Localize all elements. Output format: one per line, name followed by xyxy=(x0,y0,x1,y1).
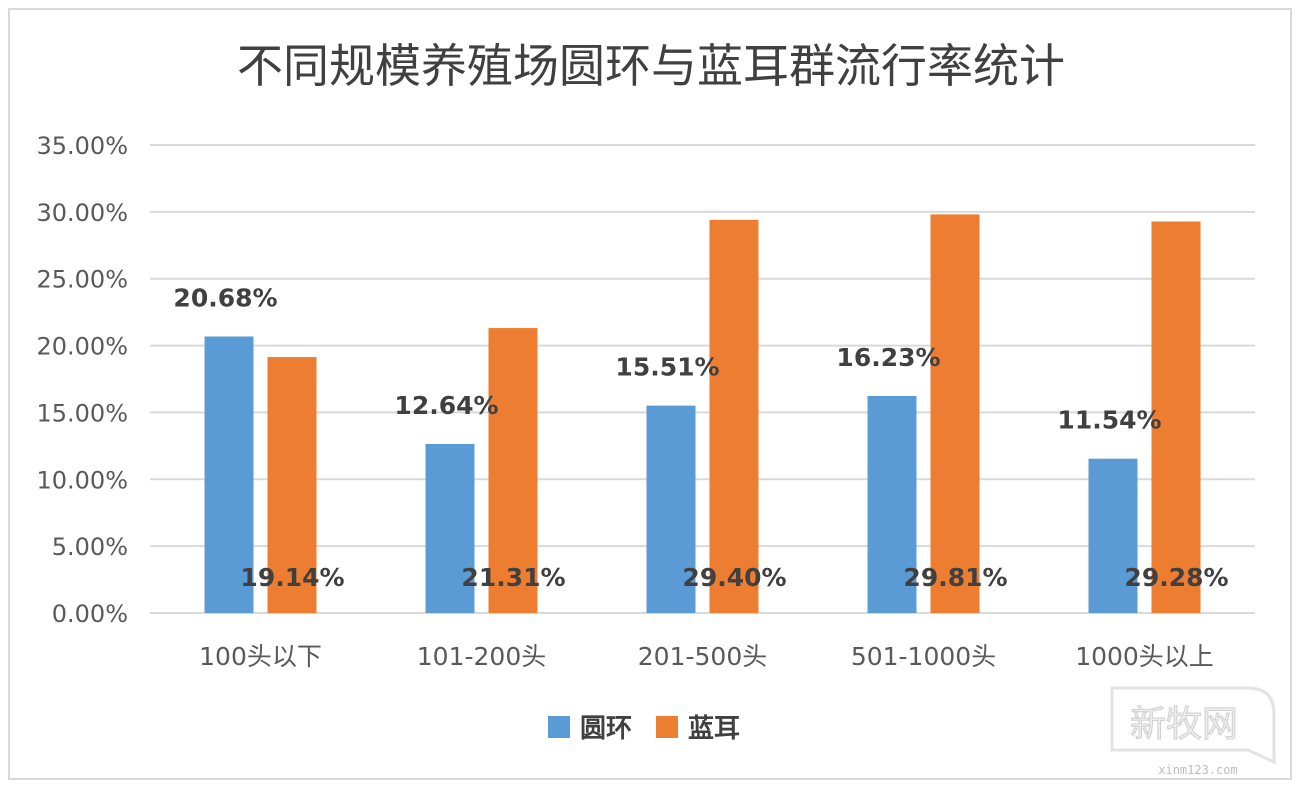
bar-蓝耳 xyxy=(1151,221,1201,614)
y-tick-label: 15.00% xyxy=(36,399,128,427)
data-label: 12.64% xyxy=(394,391,498,420)
bar-圆环 xyxy=(425,443,475,613)
legend-label: 蓝耳 xyxy=(688,714,740,744)
gridlines xyxy=(150,144,1255,614)
x-tick-label: 201-500头 xyxy=(638,642,767,671)
legend-label: 圆环 xyxy=(580,714,632,744)
legend-swatch xyxy=(548,716,570,738)
watermark-url: xinm123.com xyxy=(1158,763,1237,777)
y-tick-label: 5.00% xyxy=(52,533,128,561)
y-tick-label: 0.00% xyxy=(52,600,128,628)
data-label: 16.23% xyxy=(836,343,940,372)
chart-title: 不同规模养殖场圆环与蓝耳群流行率统计 xyxy=(237,39,1065,93)
y-tick-label: 20.00% xyxy=(36,333,128,361)
y-tick-label: 35.00% xyxy=(36,132,128,160)
data-label: 29.40% xyxy=(682,563,786,592)
x-axis: 100头以下 101-200头 201-500头 501-1000头 1000头以上 xyxy=(199,642,1214,671)
y-axis: 0.00% 5.00% 10.00% 15.00% 20.00% 25.00% 30.00%… xyxy=(36,132,128,628)
y-tick-label: 25.00% xyxy=(36,266,128,294)
bar-蓝耳 xyxy=(488,328,538,613)
bar-蓝耳 xyxy=(930,214,980,614)
bars xyxy=(204,214,1201,614)
data-label: 20.68% xyxy=(173,283,277,312)
x-tick-label: 501-1000头 xyxy=(851,642,996,671)
watermark-logo: 新牧网 xinm123.com xyxy=(1110,686,1276,777)
data-label: 11.54% xyxy=(1057,406,1161,435)
data-label: 21.31% xyxy=(461,563,565,592)
bar-圆环 xyxy=(867,395,917,613)
bar-蓝耳 xyxy=(709,219,759,613)
data-labels: 20.68% 19.14% 12.64% 21.31% 15.51% 29.40% 16.2… xyxy=(173,283,1228,592)
data-label: 29.28% xyxy=(1124,563,1228,592)
y-tick-label: 30.00% xyxy=(36,199,128,227)
bar-蓝耳 xyxy=(267,357,317,613)
x-tick-label: 1000头以上 xyxy=(1075,642,1214,671)
x-tick-label: 101-200头 xyxy=(417,642,546,671)
data-label: 29.81% xyxy=(903,563,1007,592)
watermark-brand: 新牧网 xyxy=(1130,704,1238,745)
y-tick-label: 10.00% xyxy=(36,466,128,494)
data-label: 15.51% xyxy=(615,353,719,382)
bar-圆环 xyxy=(646,405,696,613)
data-label: 19.14% xyxy=(240,563,344,592)
x-tick-label: 100头以下 xyxy=(199,642,322,671)
bar-圆环 xyxy=(204,336,254,613)
legend-swatch xyxy=(656,716,678,738)
bar-圆环 xyxy=(1088,458,1138,613)
legend: 圆环 蓝耳 xyxy=(548,714,740,744)
